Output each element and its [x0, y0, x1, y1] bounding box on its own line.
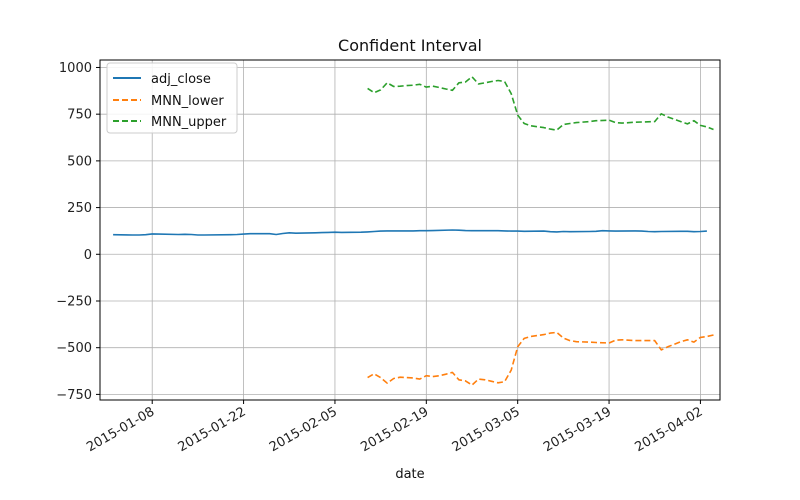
- x-tick-label: 2015-02-05: [267, 404, 340, 455]
- legend-label-mnn-upper: MNN_upper: [151, 115, 227, 130]
- plot-frame: [99, 59, 721, 401]
- legend-label-mnn-lower: MNN_lower: [151, 94, 224, 109]
- x-axis-ticks: 2015-01-08 2015-01-22 2015-02-05 2015-02-19…: [84, 400, 705, 455]
- y-tick-label: 250: [67, 201, 92, 216]
- x-axis-label: date: [395, 467, 424, 482]
- y-tick-label: −250: [56, 294, 92, 309]
- y-tick-label: −750: [56, 388, 92, 403]
- x-tick-label: 2015-03-19: [541, 404, 614, 455]
- legend-label-adj-close: adj_close: [151, 72, 211, 87]
- x-tick-label: 2015-01-22: [176, 404, 249, 455]
- x-tick-label: 2015-04-02: [632, 404, 705, 455]
- series-line-mnn-upper: [367, 76, 714, 131]
- chart-title: Confident Interval: [338, 36, 482, 55]
- series-line-mnn-lower: [367, 331, 714, 386]
- legend-box: [106, 62, 238, 134]
- legend: adj_close MNN_lower MNN_upper: [106, 62, 238, 134]
- y-tick-label: −500: [56, 341, 92, 356]
- y-axis-ticks: 1000 750 500 250 0 −250 −500 −750: [56, 61, 100, 403]
- series-lines: [113, 76, 714, 386]
- x-tick-label: 2015-01-08: [84, 404, 157, 455]
- x-tick-label: 2015-03-05: [450, 404, 523, 455]
- y-tick-label: 1000: [59, 61, 92, 76]
- x-tick-label: 2015-02-19: [358, 404, 431, 455]
- y-tick-label: 0: [84, 248, 92, 263]
- y-tick-label: 500: [67, 154, 92, 169]
- series-line-adj-close: [113, 229, 707, 236]
- y-tick-label: 750: [67, 108, 92, 123]
